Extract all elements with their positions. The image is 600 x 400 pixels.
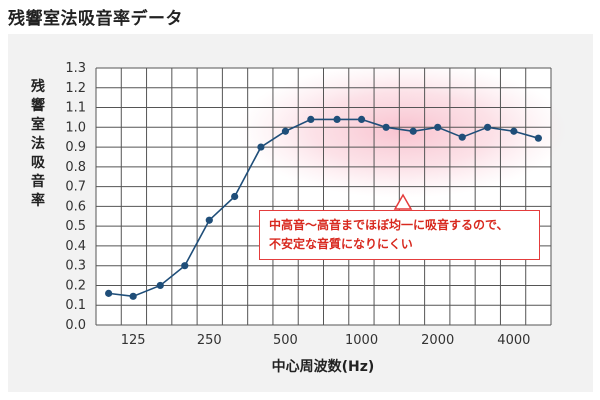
- data-point: [181, 262, 189, 270]
- y-tick-label: 1.2: [65, 81, 86, 96]
- y-tick-label: 0.5: [65, 219, 86, 234]
- data-point: [382, 123, 390, 131]
- data-point: [156, 281, 164, 290]
- y-axis-label-char: 法: [31, 135, 45, 152]
- data-point: [307, 115, 315, 123]
- y-axis-label: 残響室法吸音率: [31, 78, 46, 209]
- y-tick-label: 0.3: [65, 259, 86, 274]
- data-point: [434, 123, 442, 131]
- x-axis-label: 中心周波数(Hz): [272, 358, 375, 375]
- x-tick-label: 125: [121, 333, 146, 348]
- x-tick-label: 250: [197, 333, 222, 348]
- grid: [95, 67, 552, 326]
- y-tick-label: 0.2: [65, 278, 86, 293]
- data-point: [231, 192, 239, 201]
- y-axis-label-char: 率: [31, 192, 45, 209]
- data-point: [357, 115, 366, 123]
- annotation-callout: 中高音〜高音までほぼ均一に吸音するので、 不安定な音質になりにくい: [259, 210, 540, 260]
- data-point: [333, 115, 341, 123]
- data-point: [409, 127, 417, 135]
- data-point: [534, 134, 542, 142]
- y-tick-label: 0.0: [65, 318, 86, 333]
- data-point: [105, 289, 113, 297]
- data-point: [484, 123, 492, 131]
- annotation-line-1: 中高音〜高音までほぼ均一に吸音するので、: [269, 218, 509, 232]
- x-tick-label: 2000: [421, 333, 454, 348]
- data-point: [510, 127, 518, 135]
- series-line: [108, 118, 539, 298]
- y-tick-label: 1.0: [65, 120, 86, 135]
- y-tick-label: 1.3: [65, 61, 86, 76]
- y-tick-label: 0.8: [65, 160, 86, 175]
- x-axis-ticks: 125 250 500 1000 2000 4000: [121, 333, 531, 348]
- y-tick-label: 0.6: [65, 199, 86, 214]
- y-tick-label: 0.1: [65, 298, 86, 313]
- data-point: [129, 292, 137, 300]
- y-tick-label: 0.4: [65, 239, 86, 254]
- y-axis-label-char: 残: [31, 78, 45, 95]
- y-tick-label: 0.9: [65, 140, 86, 155]
- page-title: 残響室法吸音率データ: [8, 9, 183, 29]
- y-axis-label-char: 吸: [31, 155, 46, 171]
- x-tick-label: 1000: [345, 333, 378, 348]
- y-axis-label-char: 室: [31, 116, 45, 133]
- series: [105, 115, 542, 300]
- y-axis-label-char: 音: [31, 173, 45, 190]
- data-point: [257, 143, 265, 151]
- x-tick-label: 500: [273, 333, 298, 348]
- y-axis-ticks: 0.0 0.1 0.2 0.3 0.4 0.5 0.6 0.7 0.8 0.9 1.0 1.1 1.2 1…: [65, 61, 86, 333]
- y-tick-label: 1.1: [65, 101, 86, 116]
- annotation-line-2: 不安定な音質になりにくい: [269, 237, 413, 251]
- data-point: [205, 216, 213, 224]
- y-tick-label: 0.7: [65, 180, 86, 195]
- y-axis-label-char: 響: [31, 97, 45, 114]
- x-tick-label: 4000: [497, 333, 530, 348]
- data-point: [281, 127, 290, 135]
- callout-pointer: [393, 193, 413, 210]
- data-point: [458, 133, 466, 141]
